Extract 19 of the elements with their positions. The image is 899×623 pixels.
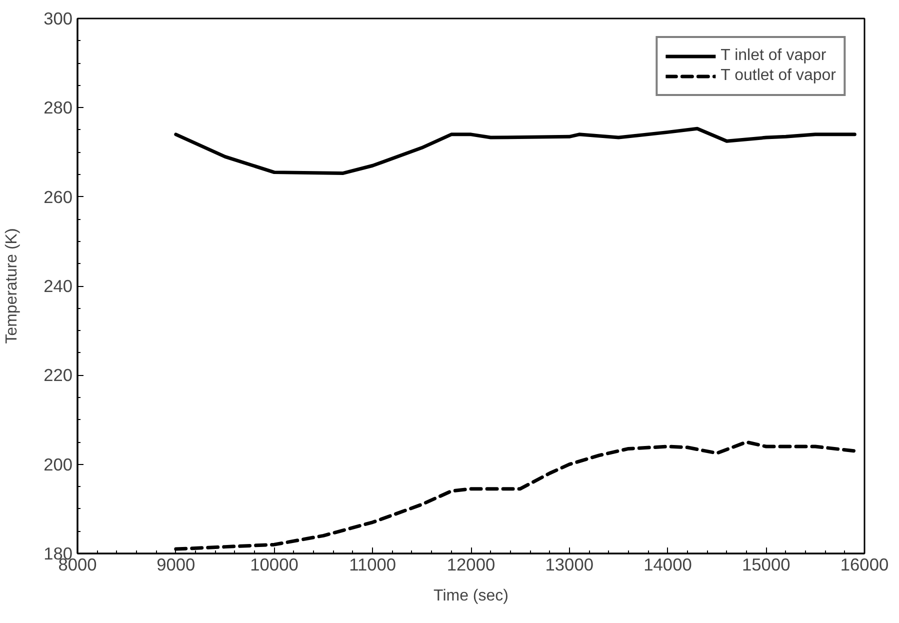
x-tick-label: 16000	[840, 554, 889, 574]
x-tick-label: 10000	[250, 554, 298, 574]
x-tick-label: 13000	[545, 554, 594, 574]
x-tick-label: 14000	[644, 554, 692, 574]
y-tick-label: 200	[44, 454, 73, 474]
line-series	[174, 126, 856, 175]
y-tick-label: 280	[44, 98, 73, 118]
y-tick-label: 220	[44, 365, 73, 386]
x-tick-label: 15000	[742, 554, 790, 574]
y-tick-label: 300	[44, 8, 73, 28]
x-tick-label: 9000	[156, 554, 196, 574]
legend-label: T inlet of vapor	[720, 47, 826, 65]
y-tick-label: 240	[44, 276, 73, 296]
x-axis-title: Time (sec)	[434, 588, 508, 604]
y-tick-label: 260	[44, 186, 73, 207]
x-tick-label: 12000	[446, 554, 496, 574]
x-tick-label: 11000	[349, 554, 396, 574]
y-axis-title: Temperature (K)	[4, 228, 21, 344]
legend-label: T outlet of vapor	[720, 67, 836, 85]
